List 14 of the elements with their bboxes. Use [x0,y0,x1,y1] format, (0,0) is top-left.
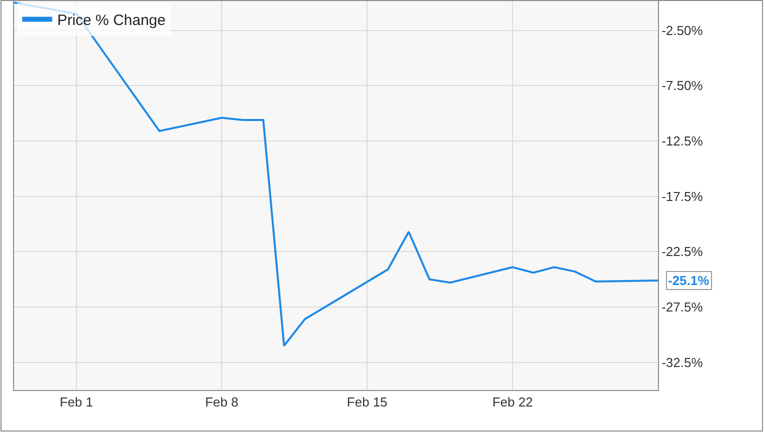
y-tick-label: -27.5% [662,300,704,315]
legend-label: Price % Change [57,12,166,30]
y-tick-label: -17.5% [662,188,704,204]
y-tick-label: -32.5% [662,354,704,370]
annotation: -25.1% [668,273,710,288]
x-tick-label: Feb 1 [60,394,93,410]
y-tick-label: -22.5% [662,244,704,260]
y-tick-label: -12.5% [662,134,704,149]
x-tick-label: Feb 8 [205,394,238,410]
y-tick-label: -2.50% [662,22,704,38]
x-tick-label: Feb 15 [346,394,388,410]
x-tick-label: Feb 22 [492,394,533,410]
line-series [14,2,658,347]
y-tick-label: -7.50% [662,78,704,94]
